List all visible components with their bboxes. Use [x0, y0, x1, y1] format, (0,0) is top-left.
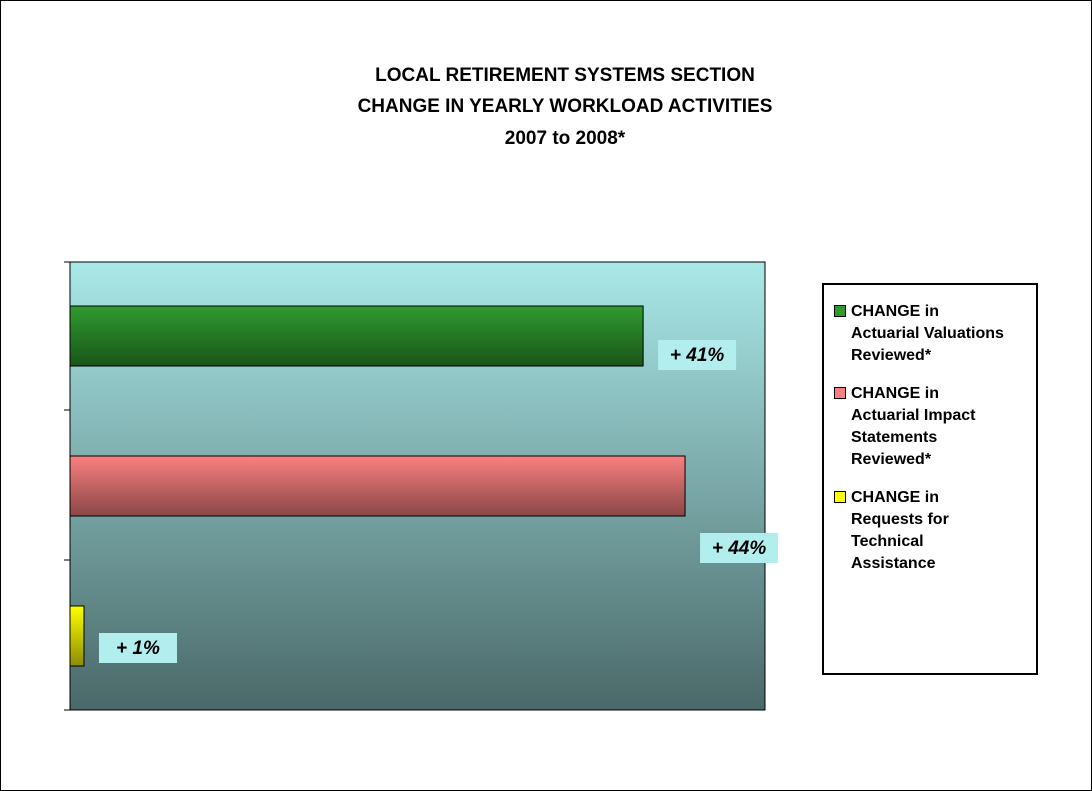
- value-label: + 1%: [116, 638, 160, 659]
- legend-item: CHANGE in Actuarial Impact Statements Re…: [834, 383, 1036, 471]
- bar-shade: [70, 456, 686, 516]
- legend: CHANGE in Actuarial Valuations Reviewed*…: [822, 283, 1038, 675]
- chart-title: 2007 to 2008*: [505, 128, 626, 149]
- value-label-box: [658, 340, 737, 370]
- y-axis: [64, 261, 71, 711]
- value-label-box: [98, 633, 177, 663]
- value-label: + 44%: [712, 538, 767, 559]
- legend-swatch: [834, 387, 846, 399]
- value-label: + 41%: [670, 345, 725, 366]
- legend-label: CHANGE in Actuarial Impact Statements Re…: [851, 385, 976, 468]
- value-label-box: [700, 533, 779, 563]
- legend-label: CHANGE in Actuarial Valuations Reviewed*: [851, 303, 1004, 364]
- chart-title: CHANGE IN YEARLY WORKLOAD ACTIVITIES: [358, 96, 773, 117]
- bar-shade: [70, 306, 644, 366]
- legend-swatch: [834, 305, 846, 317]
- bar-shade: [70, 606, 84, 666]
- legend-label: CHANGE in Requests for Technical Assista…: [851, 489, 949, 572]
- chart-title: LOCAL RETIREMENT SYSTEMS SECTION: [375, 65, 755, 86]
- legend-swatch: [834, 491, 846, 503]
- legend-item: CHANGE in Requests for Technical Assista…: [834, 487, 1036, 575]
- legend-item: CHANGE in Actuarial Valuations Reviewed*: [834, 301, 1036, 367]
